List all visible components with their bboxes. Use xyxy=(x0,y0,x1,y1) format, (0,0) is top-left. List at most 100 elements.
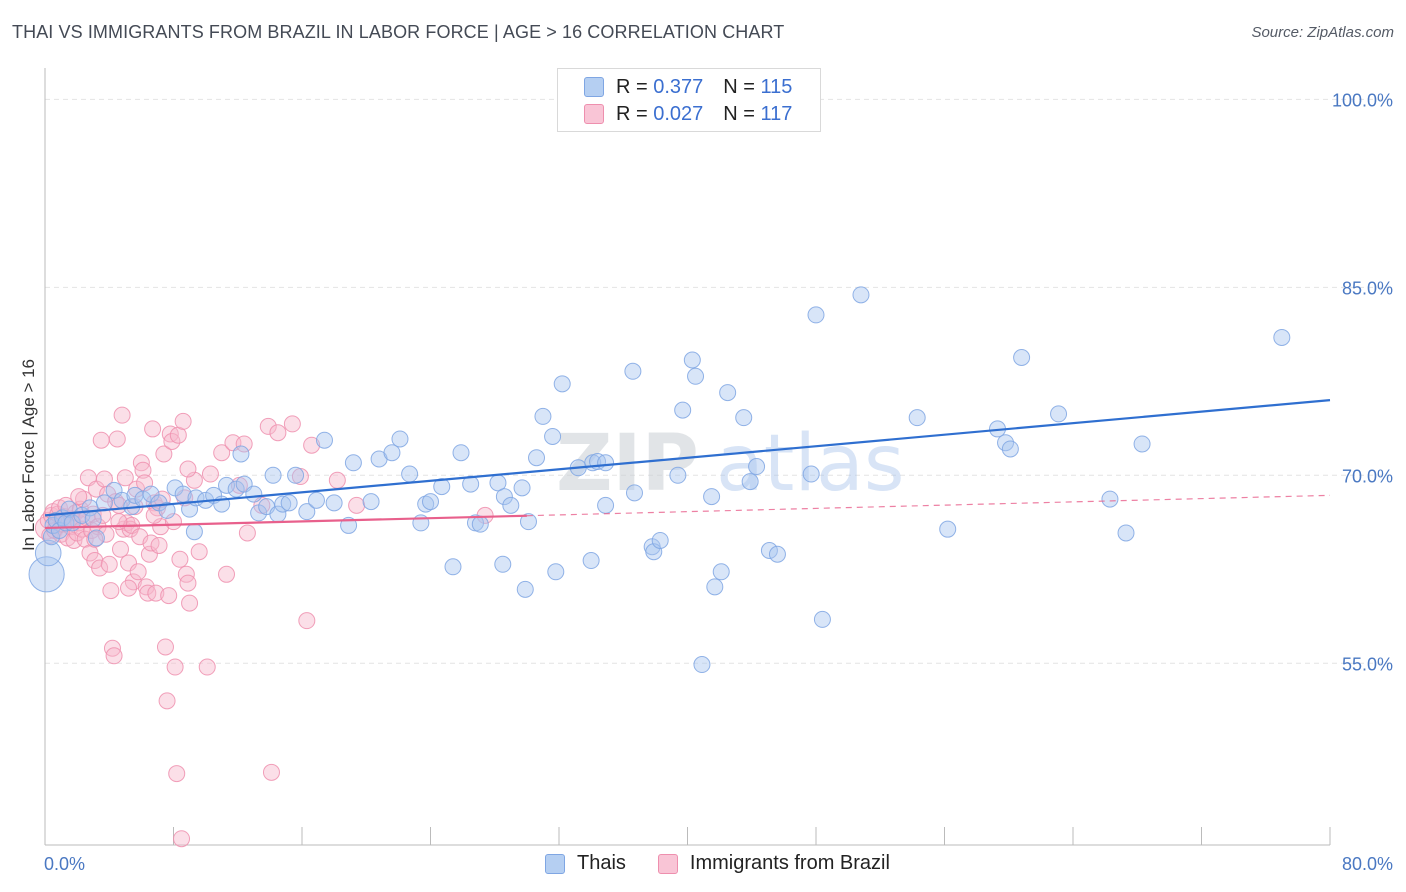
brazil-point xyxy=(179,574,197,592)
legend-swatch-thais xyxy=(584,77,604,97)
thai-point xyxy=(1273,328,1291,346)
thai-point xyxy=(625,484,643,502)
thai-point xyxy=(28,556,65,593)
trendline-thais xyxy=(44,399,1331,517)
thai-point xyxy=(280,494,298,512)
brazil-point xyxy=(163,432,181,450)
thai-point xyxy=(185,523,203,541)
brazil-point xyxy=(113,406,131,424)
brazil-point xyxy=(198,658,216,676)
brazil-point xyxy=(190,543,208,561)
brazil-point xyxy=(100,555,118,573)
thai-point xyxy=(683,351,701,369)
brazil-point xyxy=(283,415,301,433)
thai-point xyxy=(553,375,571,393)
thai-point xyxy=(362,493,380,511)
brazil-point xyxy=(328,471,346,489)
thai-point xyxy=(274,495,292,513)
thai-point xyxy=(417,495,435,513)
thai-point xyxy=(34,539,62,567)
brazil-point xyxy=(181,594,199,612)
thai-point xyxy=(1117,524,1135,542)
thai-point xyxy=(227,480,245,498)
brazil-point xyxy=(105,647,123,665)
thai-point xyxy=(748,458,766,476)
thai-point xyxy=(307,491,325,509)
series-legend: Thais Immigrants from Brazil xyxy=(545,852,922,875)
thai-point xyxy=(528,449,546,467)
thai-point xyxy=(513,479,531,497)
legend-r-value-brazil: 0.027 xyxy=(653,102,704,125)
thai-point xyxy=(802,465,820,483)
thai-point xyxy=(1101,490,1119,508)
brazil-point xyxy=(259,417,277,435)
thai-point xyxy=(547,563,565,581)
legend-swatch-thais xyxy=(545,853,565,874)
thai-point xyxy=(852,286,870,304)
brazil-point xyxy=(120,554,138,572)
thai-point xyxy=(597,454,615,472)
legend-row-thais: R = 0.377 N = 115 xyxy=(584,75,792,99)
brazil-point xyxy=(156,638,174,656)
thai-point xyxy=(516,580,534,598)
thai-point xyxy=(706,578,724,596)
brazil-point xyxy=(177,565,195,583)
thai-point xyxy=(712,563,730,581)
thai-point xyxy=(1133,435,1151,453)
trendline-brazil-solid xyxy=(44,514,527,530)
thai-point xyxy=(344,454,362,472)
brazil-point xyxy=(129,563,147,581)
legend-r-label: R = xyxy=(616,102,648,125)
brazil-point xyxy=(137,578,155,596)
brazil-point xyxy=(235,435,253,453)
brazil-point xyxy=(303,436,321,454)
thai-point xyxy=(519,513,537,531)
thai-point xyxy=(471,515,489,533)
legend-row-brazil: R = 0.027 N = 117 xyxy=(584,102,792,126)
brazil-point xyxy=(269,424,287,442)
thai-point xyxy=(807,306,825,324)
legend-item-thais[interactable]: Thais xyxy=(545,852,626,875)
thai-point xyxy=(674,401,692,419)
thai-point xyxy=(495,488,513,506)
trendline-brazil-dashed xyxy=(526,494,1331,517)
thai-point xyxy=(494,555,512,573)
brazil-point xyxy=(213,444,231,462)
brazil-point xyxy=(168,765,186,783)
legend-r-value-thais: 0.377 xyxy=(653,75,704,98)
thai-point xyxy=(651,531,669,549)
thai-point xyxy=(1013,348,1031,366)
thai-point xyxy=(84,510,102,528)
thai-point xyxy=(315,431,333,449)
thai-point xyxy=(245,485,263,503)
legend-swatch-brazil xyxy=(584,104,604,124)
brazil-point xyxy=(238,524,256,542)
watermark-atlas: atlas xyxy=(716,419,905,509)
thai-point xyxy=(264,466,282,484)
brazil-point xyxy=(145,506,163,524)
thai-point xyxy=(401,465,419,483)
thai-point xyxy=(669,466,687,484)
grid-lines xyxy=(45,98,1395,664)
thai-point xyxy=(232,445,250,463)
brazil-point xyxy=(150,536,168,554)
brazil-point xyxy=(144,420,162,438)
legend-n-label: N = xyxy=(723,102,755,125)
brazil-point xyxy=(174,412,192,430)
thai-point xyxy=(218,476,236,494)
source-credit: Source: ZipAtlas.com xyxy=(1251,24,1394,41)
tick-labels: 55.0% 70.0% 85.0% 100.0% 0.0% 80.0% xyxy=(44,90,1393,874)
brazil-point xyxy=(92,431,110,449)
legend-n-label: N = xyxy=(723,75,755,98)
brazil-point xyxy=(70,488,88,506)
thai-point xyxy=(719,384,737,402)
legend-item-brazil[interactable]: Immigrants from Brazil xyxy=(657,852,890,875)
brazil-point xyxy=(108,430,126,448)
thai-point xyxy=(760,541,778,559)
chart-title: THAI VS IMMIGRANTS FROM BRAZIL IN LABOR … xyxy=(12,22,785,42)
brazil-point xyxy=(134,461,152,479)
brazil-point xyxy=(158,692,176,710)
brazil-point xyxy=(298,612,316,630)
x-tick-label: 80.0% xyxy=(1342,854,1393,874)
